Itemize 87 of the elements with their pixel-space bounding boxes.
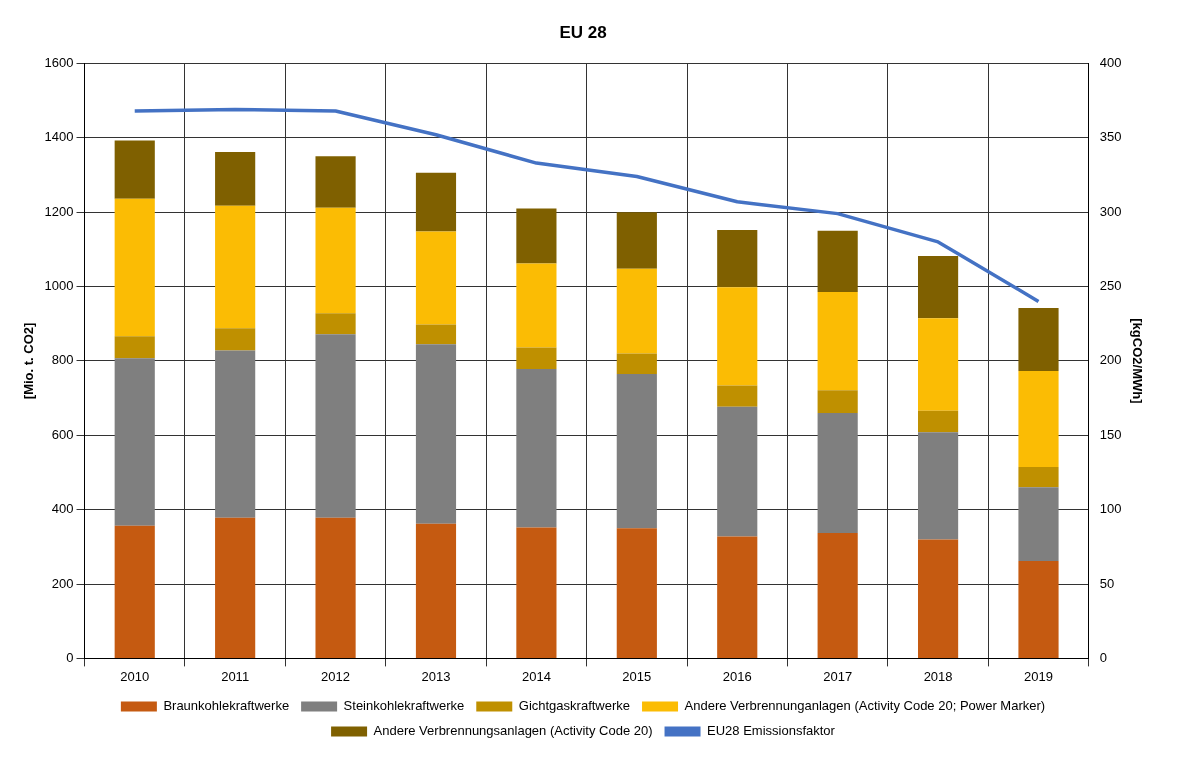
y-tick-label: 1600 bbox=[44, 54, 74, 70]
bar bbox=[616, 528, 657, 658]
bar bbox=[114, 140, 155, 199]
bar bbox=[918, 432, 959, 540]
y2-tick-label: 200 bbox=[1099, 352, 1122, 368]
bar bbox=[918, 256, 959, 319]
bar bbox=[415, 344, 457, 524]
bar bbox=[817, 230, 858, 293]
bar bbox=[918, 318, 959, 411]
legend-label: Gichtgaskraftwerke bbox=[518, 698, 631, 714]
bar bbox=[717, 385, 758, 407]
y2-tick-label: 400 bbox=[1099, 54, 1122, 70]
legend-label: Andere Verbrennungsanlagen (Activity Code 20) bbox=[373, 723, 653, 739]
bar bbox=[215, 350, 256, 518]
y2-tick-label: 50 bbox=[1099, 575, 1115, 591]
bar bbox=[717, 287, 758, 386]
x-tick-label: 2017 bbox=[823, 668, 853, 684]
bar bbox=[315, 156, 356, 208]
bar bbox=[717, 536, 758, 658]
y-tick-label: 0 bbox=[66, 649, 74, 665]
bar bbox=[717, 230, 758, 288]
bar bbox=[918, 539, 959, 658]
y2-tick-label: 150 bbox=[1099, 426, 1122, 442]
x-tick-label: 2010 bbox=[120, 668, 150, 684]
x-tick-label: 2018 bbox=[923, 668, 953, 684]
legend-label: Andere Verbrennunganlagen (Activity Code 20; Power Marker) bbox=[684, 698, 1046, 714]
bar bbox=[1018, 487, 1059, 561]
bar bbox=[114, 525, 155, 658]
y2-tick-label: 350 bbox=[1099, 129, 1122, 145]
bar bbox=[215, 517, 256, 658]
x-tick-label: 2012 bbox=[321, 668, 351, 684]
bar bbox=[817, 533, 858, 658]
bar bbox=[1018, 466, 1059, 488]
bar bbox=[415, 324, 457, 345]
x-tick-label: 2013 bbox=[421, 668, 451, 684]
x-tick-label: 2019 bbox=[1024, 668, 1053, 684]
bar bbox=[114, 198, 155, 337]
bar bbox=[616, 353, 657, 374]
bar bbox=[817, 412, 858, 534]
x-tick-label: 2014 bbox=[521, 668, 551, 684]
bar bbox=[616, 212, 657, 269]
bar bbox=[616, 268, 657, 354]
y2-tick-label: 0 bbox=[1099, 649, 1107, 665]
bar bbox=[415, 172, 457, 232]
bar bbox=[215, 205, 256, 329]
x-tick-label: 2011 bbox=[221, 668, 250, 684]
bar bbox=[516, 369, 557, 528]
y-tick-label: 1000 bbox=[44, 278, 74, 294]
legend-label: Steinkohlekraftwerke bbox=[343, 698, 465, 714]
bar bbox=[817, 292, 858, 391]
bar bbox=[516, 208, 557, 264]
bar bbox=[1018, 560, 1059, 658]
y2-tick-label: 100 bbox=[1099, 501, 1122, 517]
chart-title: EU 28 bbox=[559, 22, 607, 42]
y2-axis-title: [kgCO2/MWh] bbox=[1129, 318, 1145, 404]
y-tick-label: 200 bbox=[51, 575, 74, 591]
y2-tick-label: 250 bbox=[1099, 278, 1122, 294]
bar bbox=[114, 358, 155, 526]
bar bbox=[1018, 308, 1059, 371]
bar bbox=[616, 373, 657, 529]
y-tick-label: 600 bbox=[51, 426, 74, 442]
x-tick-label: 2016 bbox=[722, 668, 752, 684]
x-tick-label: 2015 bbox=[622, 668, 652, 684]
y-axis-title: [Mio. t. CO2] bbox=[21, 322, 37, 400]
y2-tick-label: 300 bbox=[1099, 203, 1122, 219]
bar bbox=[315, 517, 356, 658]
y-tick-label: 1400 bbox=[44, 129, 74, 145]
bar bbox=[215, 328, 256, 351]
bar bbox=[516, 527, 557, 658]
bar bbox=[114, 336, 155, 359]
legend-label: EU28 Emissionsfaktor bbox=[707, 723, 836, 739]
bar bbox=[817, 390, 858, 413]
bar bbox=[1018, 370, 1059, 467]
bar bbox=[415, 523, 457, 658]
y-tick-label: 1200 bbox=[44, 203, 74, 219]
bar bbox=[315, 207, 356, 314]
bar bbox=[415, 231, 457, 325]
legend-label: Braunkohlekraftwerke bbox=[163, 698, 290, 714]
y-tick-label: 800 bbox=[51, 352, 74, 368]
bar bbox=[315, 334, 356, 518]
bar bbox=[717, 406, 758, 537]
bar bbox=[315, 313, 356, 335]
bar bbox=[516, 347, 557, 370]
bar bbox=[215, 151, 256, 206]
bar bbox=[516, 263, 557, 348]
y-tick-label: 400 bbox=[51, 501, 74, 517]
bar bbox=[918, 410, 959, 433]
